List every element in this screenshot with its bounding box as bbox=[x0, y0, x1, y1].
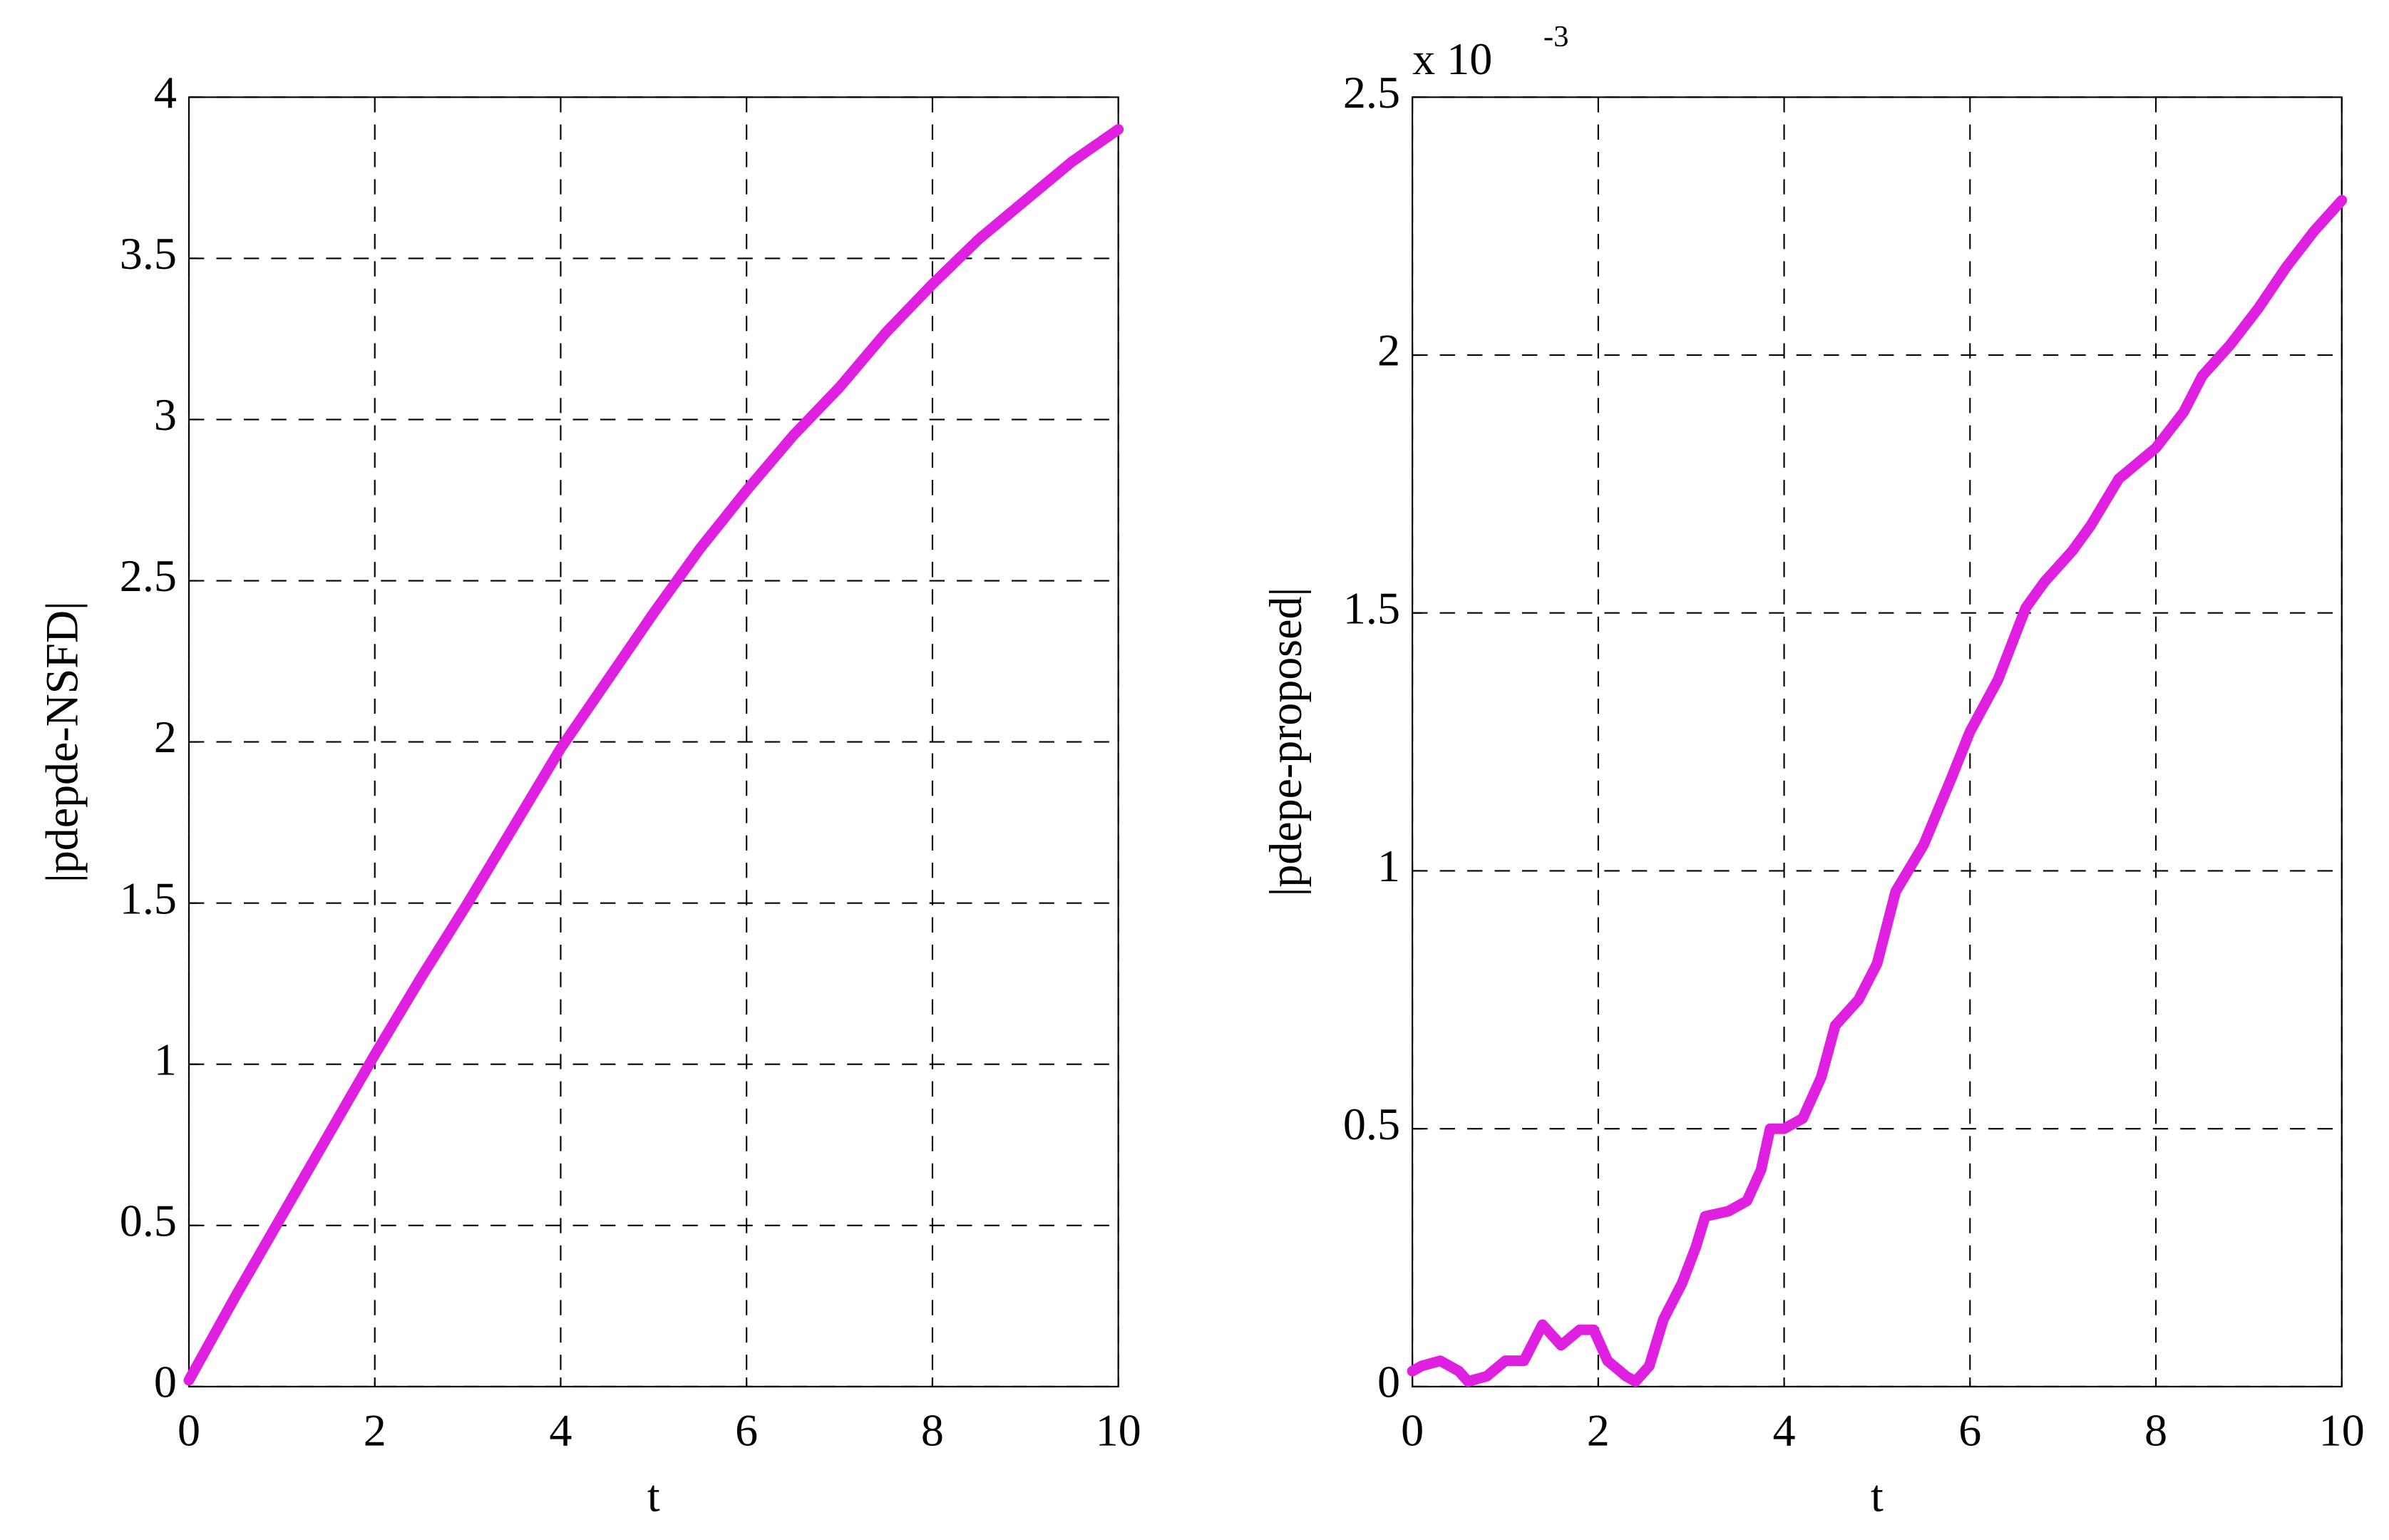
y-tick-label: 1.5 bbox=[120, 873, 177, 923]
y-tick-label: 1.5 bbox=[1343, 582, 1400, 633]
y-tick-label: 2.5 bbox=[120, 550, 177, 601]
data-line bbox=[183, 124, 1124, 1386]
y-tick-label: 3.5 bbox=[120, 228, 177, 279]
plot-area bbox=[1412, 97, 2342, 1387]
x-tick-label: 4 bbox=[1773, 1405, 1796, 1456]
y-tick-label: 0 bbox=[1377, 1357, 1400, 1407]
x-tick-label: 10 bbox=[2319, 1405, 2365, 1456]
x-tick-label: 0 bbox=[178, 1405, 200, 1456]
y-axis-label: |pdepe-proposed| bbox=[1260, 587, 1311, 897]
x-tick-label: 2 bbox=[1587, 1405, 1610, 1456]
y-tick-label: 3 bbox=[154, 389, 177, 440]
y-tick-label: 2.5 bbox=[1343, 67, 1400, 118]
axes-frame bbox=[1412, 96, 2343, 1387]
y-tick-label: 2 bbox=[1377, 325, 1400, 376]
x-tick-label: 2 bbox=[364, 1405, 386, 1456]
y-tick-label: 1 bbox=[154, 1034, 177, 1084]
y-tick-label: 1 bbox=[1377, 841, 1400, 891]
y-tick-label: 4 bbox=[154, 67, 177, 118]
x-tick-label: 8 bbox=[2144, 1405, 2167, 1456]
y-tick-label: 0.5 bbox=[120, 1196, 177, 1246]
x-tick-label: 0 bbox=[1401, 1405, 1424, 1456]
x-tick-label: 10 bbox=[1096, 1405, 1141, 1456]
y-exponent: -3 bbox=[1543, 20, 1569, 53]
x-tick-label: 4 bbox=[549, 1405, 572, 1456]
y-tick-label: 2 bbox=[154, 712, 177, 762]
x-tick-label: 6 bbox=[735, 1405, 758, 1456]
x-axis-label: t bbox=[647, 1470, 660, 1521]
data-line bbox=[1407, 195, 2348, 1387]
x-axis-label: t bbox=[1871, 1470, 1884, 1521]
axes-frame bbox=[187, 96, 1119, 1387]
y-axis-label: |pdepde-NSFD| bbox=[37, 601, 88, 883]
x-tick-label: 8 bbox=[921, 1405, 944, 1456]
y-tick-label: 0 bbox=[154, 1357, 177, 1407]
x-tick-label: 6 bbox=[1958, 1405, 1981, 1456]
y-tick-label: 0.5 bbox=[1343, 1099, 1400, 1149]
y-multiplier: x 10 bbox=[1412, 34, 1492, 84]
